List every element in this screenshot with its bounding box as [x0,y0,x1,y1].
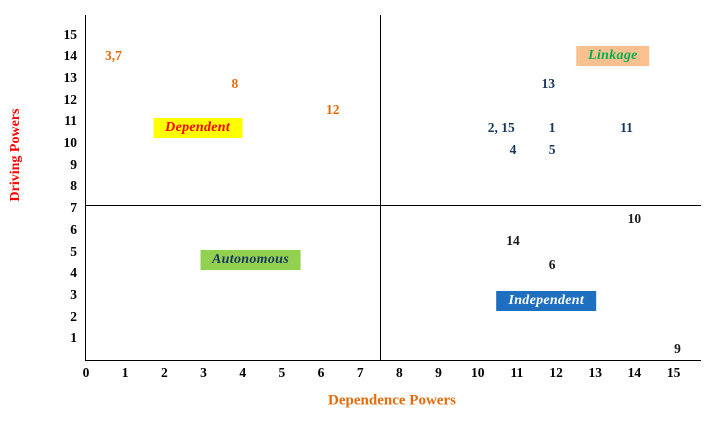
x-tick-label: 7 [356,365,364,380]
data-point-label: 8 [231,76,239,92]
x-tick-label: 11 [510,365,524,380]
plot-area: 0 1 2 3 4 5 6 7 8 9 10 11 12 13 14 15 1 2 3 4 5 6 7 8 9 10 11 12 13 1… [64,15,701,380]
quadrant-label-linkage: Linkage [576,46,650,67]
quadrant-label-autonomous: Autonomous [200,250,301,271]
x-tick-label: 12 [549,365,563,380]
x-tick-label: 6 [317,365,325,380]
data-point-label: 6 [548,256,556,272]
x-tick-label: 0 [82,365,90,380]
y-tick-label: 14 [63,48,78,64]
data-point-label: 5 [548,141,556,157]
x-tick-label: 13 [588,365,602,380]
y-tick-label: 1 [70,330,77,346]
data-point-label: 14 [506,232,520,248]
y-tick-label: 9 [70,156,77,172]
data-point-label: 10 [627,210,642,226]
x-tick-label: 2 [160,365,168,380]
y-axis-title: Driving Powers [8,108,23,202]
data-point-label: 9 [674,341,681,357]
data-point-label: 11 [620,119,633,135]
x-tick-label: 3 [200,365,207,380]
x-tick-label: 1 [121,365,129,380]
y-tick-label: 13 [63,69,78,85]
x-tick-label: 14 [627,365,642,380]
x-tick-label: 8 [396,365,403,380]
y-tick-label: 10 [63,135,78,151]
x-tick-label: 4 [239,365,247,380]
x-tick-label: 5 [278,365,286,380]
y-tick-label: 4 [70,265,77,281]
quadrant-divider-horizontal-line [86,204,701,206]
quadrant-divider-vertical-line [379,15,381,360]
x-tick-label: 15 [666,365,681,380]
y-tick-label: 3 [70,286,77,302]
x-axis-title: Dependence Powers [328,392,456,409]
data-point-label: 4 [509,141,517,157]
y-tick-label: 15 [63,26,78,42]
data-point-label: 12 [326,102,340,118]
data-point-label: 2, 15 [487,119,515,135]
y-tick-label: 7 [70,200,77,216]
x-tick-label: 10 [470,365,485,380]
quadrant-label-independent: Independent [496,291,597,312]
data-point-label: 1 [548,119,556,135]
data-point-label: 3,7 [104,48,122,64]
y-tick-label: 8 [70,178,77,194]
y-tick-label: 5 [70,243,77,259]
y-tick-label: 6 [70,221,77,237]
y-tick-label: 11 [64,113,77,129]
data-point-label: 13 [541,76,555,92]
x-tick-label: 9 [435,365,442,380]
quadrant-label-dependent: Dependent [153,117,243,138]
y-tick-label: 2 [70,308,77,324]
y-tick-label: 12 [63,91,78,107]
